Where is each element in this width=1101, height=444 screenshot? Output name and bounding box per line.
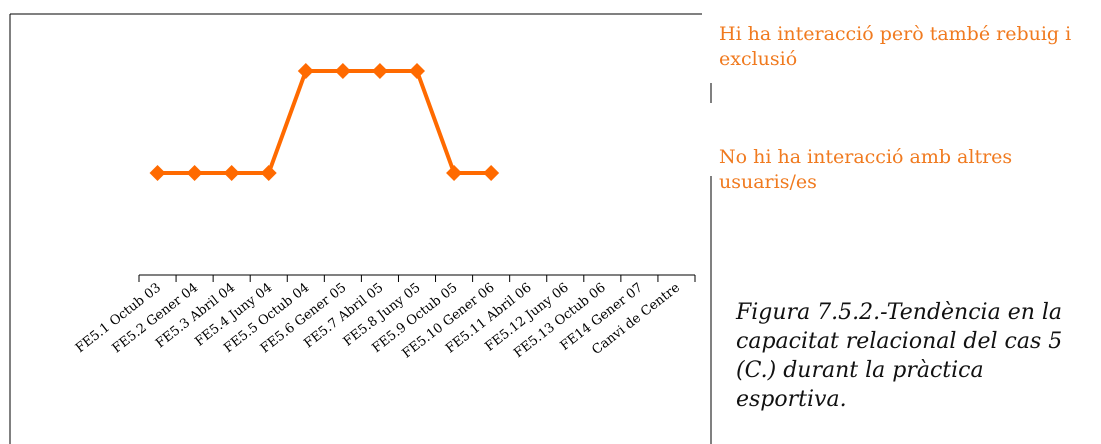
data-point [446,165,463,181]
series-line [149,63,500,181]
data-point [223,165,240,181]
series-line-path [157,69,492,175]
data-point [297,63,314,79]
level-label-low: No hi ha interacció amb altres usuaris/e… [719,146,1013,193]
data-point [260,165,277,181]
level-label-high: Hi ha interacció però també rebuig i exc… [719,23,1072,70]
data-point [371,63,388,79]
data-point [483,165,500,181]
figure-caption: Figura 7.5.2.-Tendència en la capacitat … [736,300,1063,412]
data-point [409,63,425,79]
x-axis [138,274,696,282]
data-point [334,63,351,79]
data-point [186,165,203,181]
data-point [149,165,166,181]
